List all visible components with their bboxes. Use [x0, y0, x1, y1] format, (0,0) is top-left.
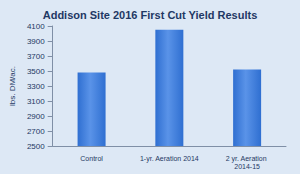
svg-text:2700: 2700	[27, 127, 45, 136]
svg-text:3100: 3100	[27, 97, 45, 106]
svg-text:1-yr. Aeration 2014: 1-yr. Aeration 2014	[140, 155, 199, 163]
svg-text:lbs. DM/ac.: lbs. DM/ac.	[8, 66, 17, 106]
svg-text:2014-15: 2014-15	[234, 163, 260, 170]
svg-text:3500: 3500	[27, 67, 45, 76]
svg-text:2900: 2900	[27, 112, 45, 121]
svg-text:4100: 4100	[27, 22, 45, 31]
svg-text:Control: Control	[80, 155, 103, 162]
svg-text:3900: 3900	[27, 37, 45, 46]
svg-text:2 yr. Aeration: 2 yr. Aeration	[226, 155, 269, 163]
svg-text:3300: 3300	[27, 82, 45, 91]
svg-text:Addison Site 2016 First Cut Yi: Addison Site 2016 First Cut Yield Result…	[43, 9, 258, 21]
svg-text:3700: 3700	[27, 52, 45, 61]
svg-text:2500: 2500	[27, 142, 45, 151]
